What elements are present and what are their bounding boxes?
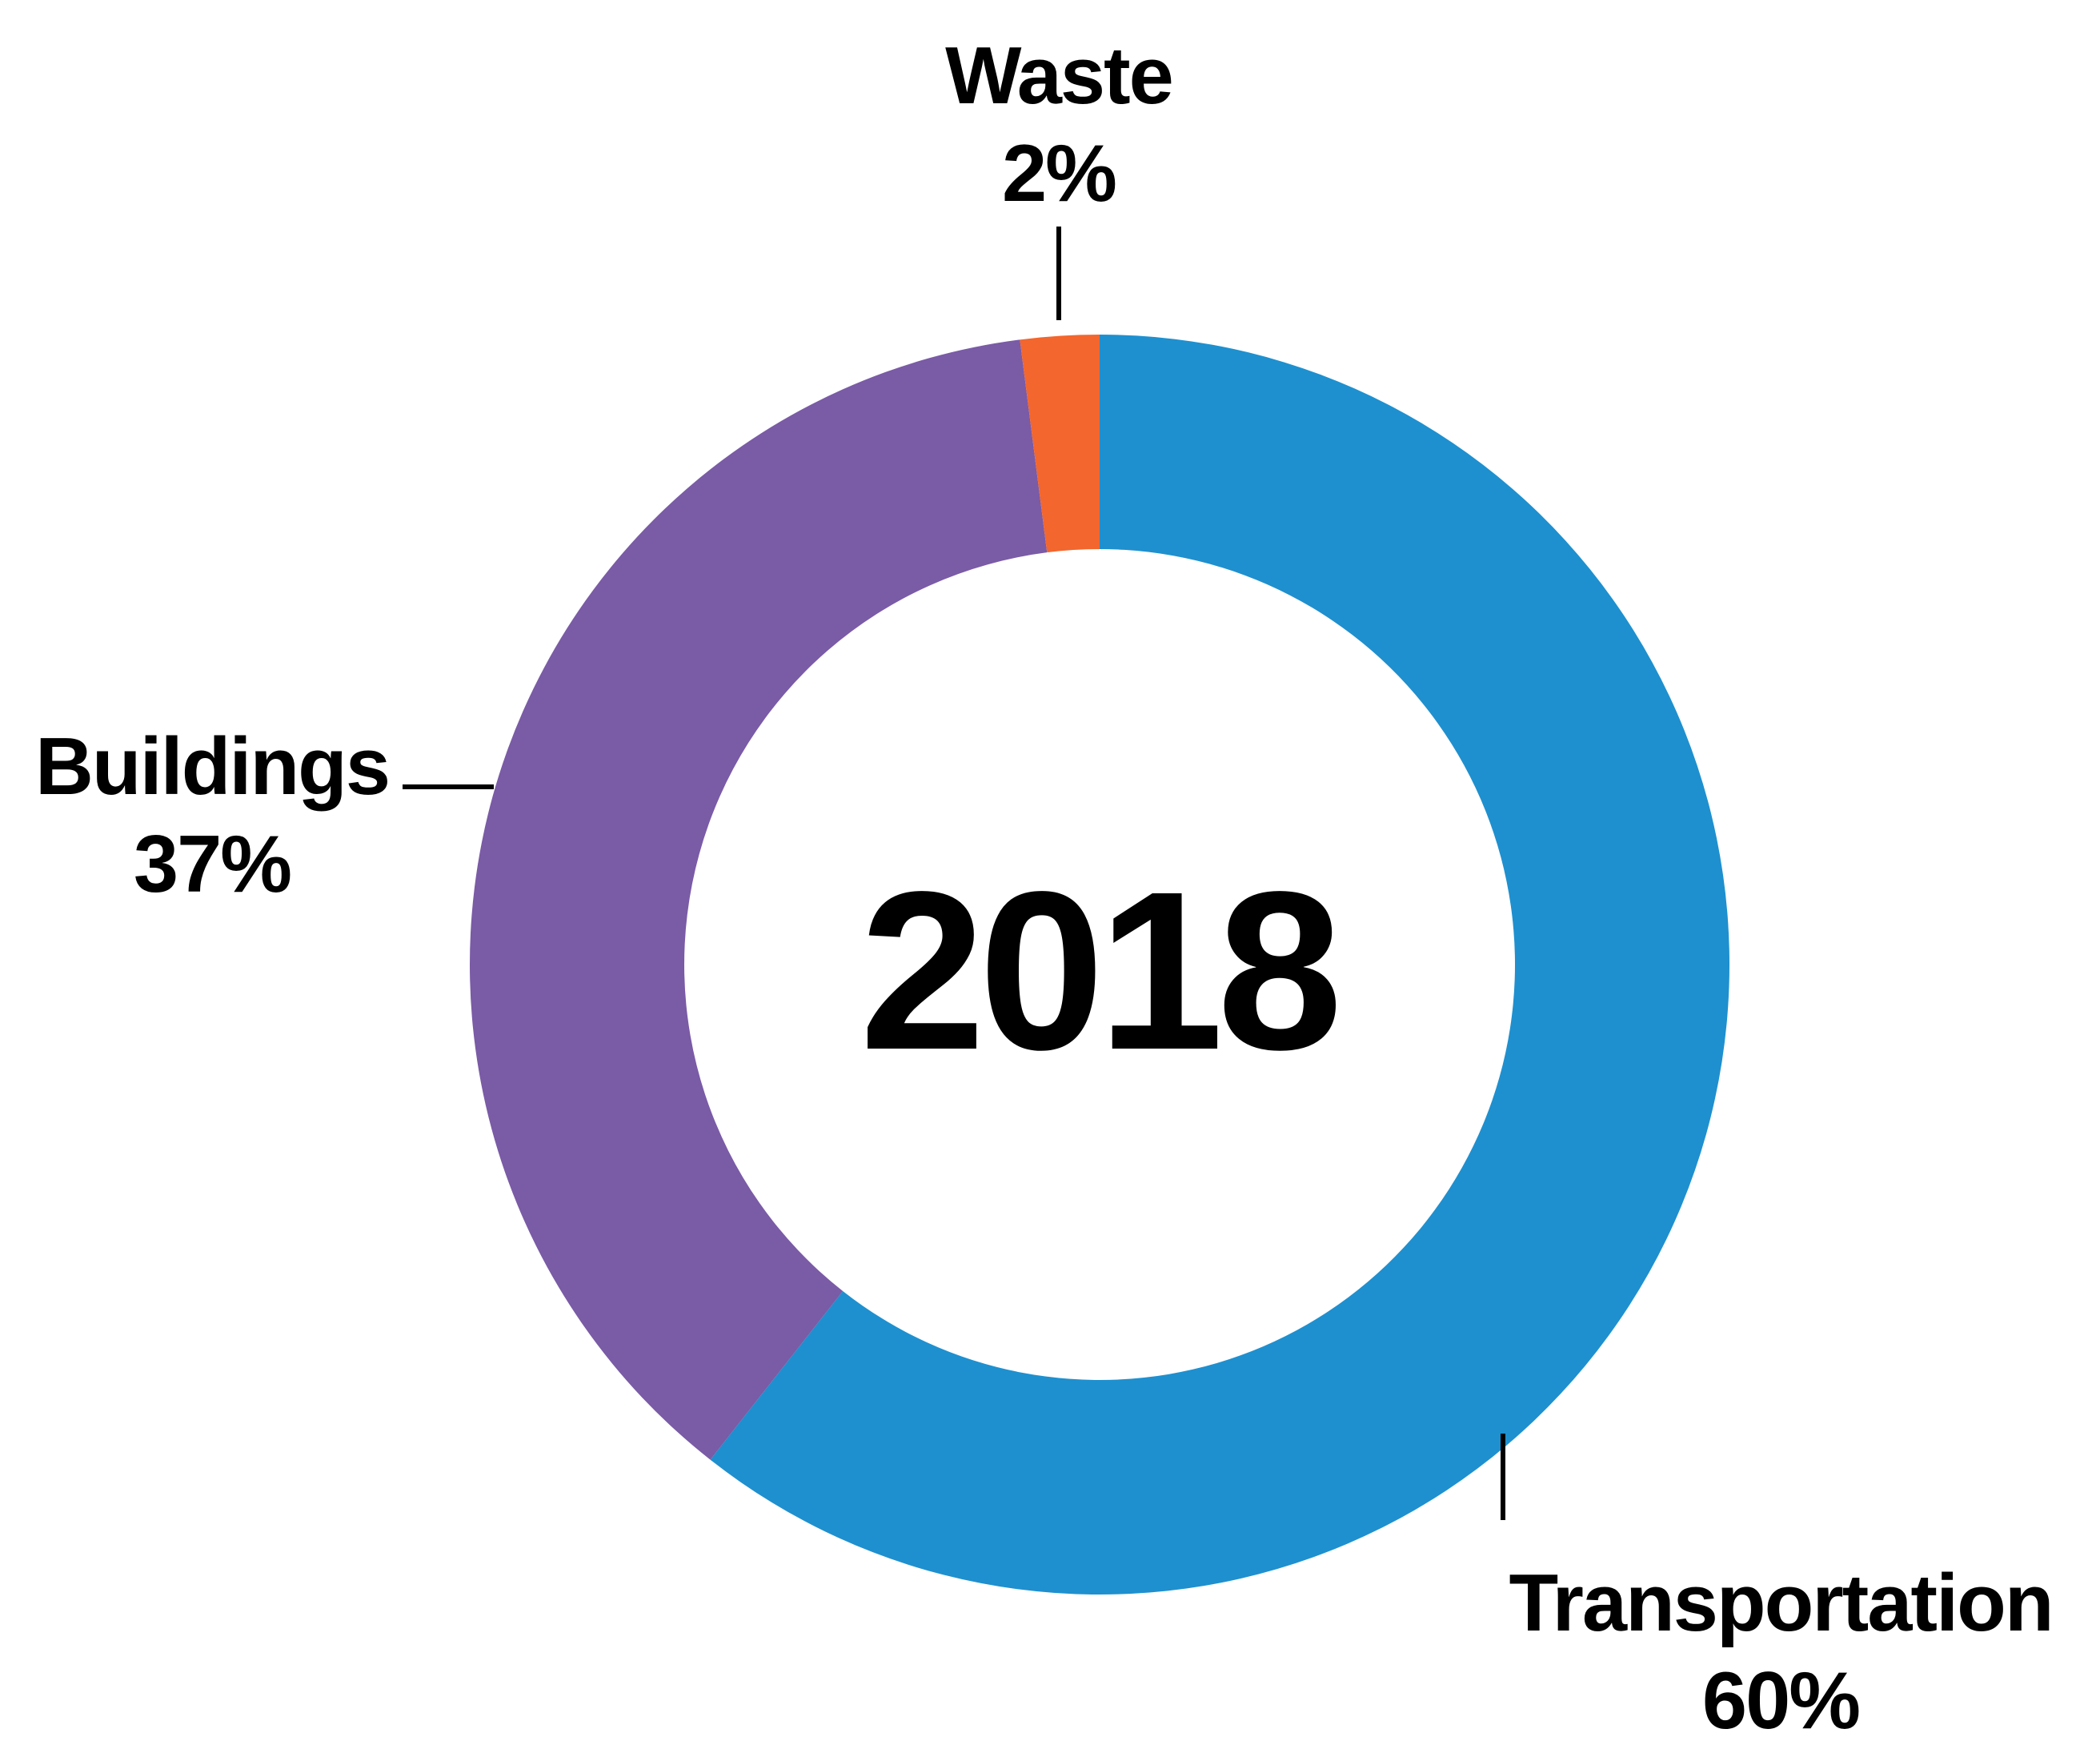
slice-transportation	[710, 335, 1730, 1595]
slice-buildings	[470, 339, 1048, 1460]
center-year-label: 2018	[860, 844, 1342, 1097]
waste-leader-line	[1056, 227, 1061, 320]
waste-name: Waste	[945, 31, 1174, 121]
waste-percent: 2%	[1002, 129, 1117, 219]
transportation-percent: 60%	[1701, 1656, 1861, 1746]
waste-callout: Waste 2%	[819, 27, 1299, 223]
buildings-percent: 37%	[133, 820, 292, 909]
buildings-callout: Buildings 37%	[0, 718, 452, 913]
transportation-name: Transportation	[1509, 1558, 2054, 1648]
buildings-leader-line	[403, 784, 494, 789]
transportation-leader-line	[1501, 1434, 1505, 1520]
slice-waste	[1020, 335, 1100, 553]
transportation-callout: Transportation 60%	[1477, 1554, 2085, 1750]
buildings-name: Buildings	[34, 722, 391, 812]
